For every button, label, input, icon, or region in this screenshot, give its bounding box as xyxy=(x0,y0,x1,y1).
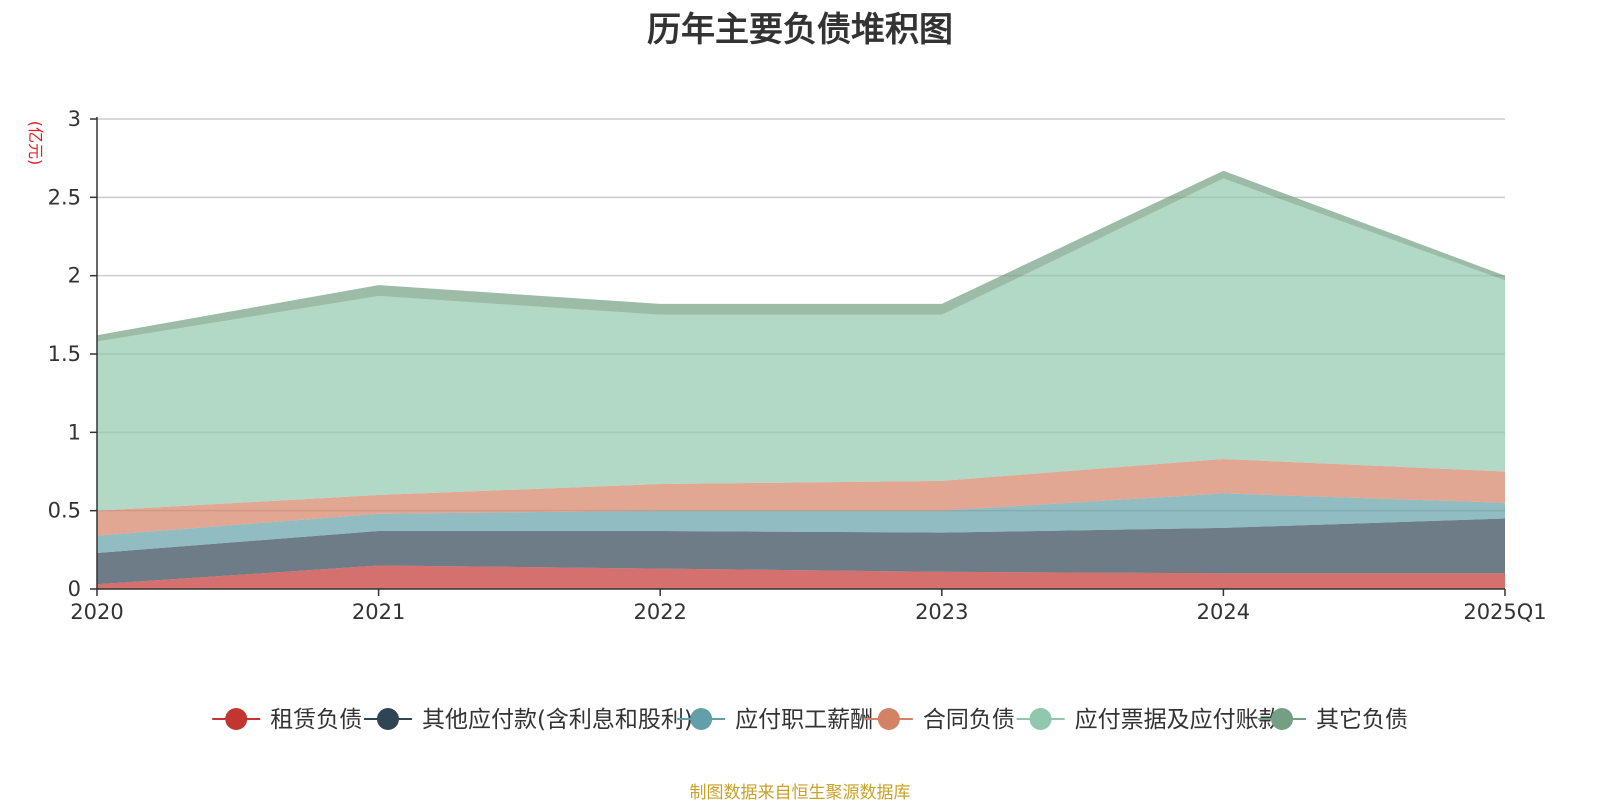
legend-marker-icon xyxy=(1271,708,1294,730)
chart-title: 历年主要负债堆积图 xyxy=(647,10,953,50)
legend-label: 其他应付款(含利息和股利) xyxy=(422,707,693,733)
x-tick-label: 2022 xyxy=(633,600,686,624)
area-layers xyxy=(97,170,1505,589)
legend-marker-icon xyxy=(376,708,399,730)
area-series xyxy=(97,493,1505,553)
y-tick-label: 1.5 xyxy=(48,342,81,366)
legend-item[interactable]: 合同负债 xyxy=(864,707,1015,733)
axes: 0 0.5 1 1.5 2 2.5 3 2020 2021 2022 2023 2024 2025Q1 xyxy=(48,107,1547,624)
legend-label: 应付职工薪酬 xyxy=(735,707,873,733)
legend-marker-icon xyxy=(1029,708,1052,730)
area-series xyxy=(97,170,1505,342)
legend-marker-icon xyxy=(690,708,713,730)
legend-item[interactable]: 其他应付款(含利息和股利) xyxy=(363,707,693,733)
legend-label: 其它负债 xyxy=(1316,707,1408,733)
y-tick-label: 2.5 xyxy=(48,185,81,209)
x-tick-label: 2025Q1 xyxy=(1463,600,1546,624)
x-tick-label: 2023 xyxy=(915,600,968,624)
area-series xyxy=(97,459,1505,536)
legend-label: 租赁负债 xyxy=(270,707,362,733)
legend-label: 合同负债 xyxy=(923,707,1015,733)
x-tick-label: 2020 xyxy=(70,600,123,624)
legend-item[interactable]: 应付票据及应付账款 xyxy=(1016,707,1282,733)
y-tick-label: 1 xyxy=(68,420,81,444)
area-series xyxy=(97,565,1505,589)
legend-marker-icon xyxy=(225,708,248,730)
x-tick-label: 2024 xyxy=(1197,600,1250,624)
area-series xyxy=(97,178,1505,511)
legend-marker-icon xyxy=(877,708,900,730)
legend-item[interactable]: 应付职工薪酬 xyxy=(677,707,873,733)
legend-item[interactable]: 其它负债 xyxy=(1258,707,1408,733)
x-tick-label: 2021 xyxy=(352,600,405,624)
source-note: 制图数据来自恒生聚源数据库 xyxy=(689,783,911,803)
legend: 租赁负债 其他应付款(含利息和股利) 应付职工薪酬 合同负债 应付票据及应付账款 其它负债 xyxy=(212,707,1408,733)
y-tick-label: 0 xyxy=(68,577,81,601)
legend-item[interactable]: 租赁负债 xyxy=(212,707,362,733)
y-tick-label: 0.5 xyxy=(48,499,81,523)
legend-label: 应付票据及应付账款 xyxy=(1075,707,1282,733)
y-tick-label: 3 xyxy=(68,107,81,131)
y-axis-unit-label: (亿元) xyxy=(26,121,45,166)
area-series xyxy=(97,518,1505,585)
y-tick-label: 2 xyxy=(68,264,81,288)
